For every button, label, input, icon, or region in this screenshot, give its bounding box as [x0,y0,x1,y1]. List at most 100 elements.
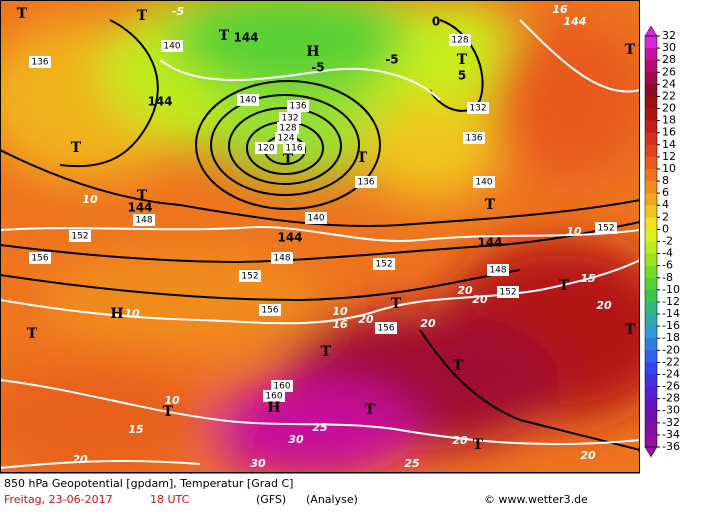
height-label: -5 [385,53,398,67]
temperature-label: 20 [72,453,88,466]
temperature-label: 25 [312,421,328,434]
height-label: 124 [277,134,294,144]
footer-date: Freitag, 23-06-2017 [4,493,113,506]
height-label: 148 [135,216,152,226]
height-label: 148 [489,266,506,276]
pressure-centre: T [391,296,402,312]
pressure-centre: T [453,358,464,374]
pressure-centre: H [306,44,319,60]
pressure-centre: T [625,42,636,58]
footer-run: (Analyse) [306,493,358,506]
pressure-centre: T [283,152,294,168]
height-label: 120 [257,144,274,154]
height-label: 152 [597,224,614,234]
colorbar-tick-label: 0 [662,222,669,235]
label-box [305,212,327,224]
label-box [277,122,299,134]
colorbar-band [645,144,657,158]
colorbar-band [645,217,657,230]
label-box [29,56,51,68]
colorbar-band [645,289,657,303]
height-label: 152 [241,272,258,282]
colorbar-band [645,36,657,49]
geopotential-contours [0,19,640,451]
colorbar-band [645,60,657,73]
colorbar-band [645,84,657,97]
label-box [497,286,519,298]
colorbar-band [645,301,657,315]
label-box [161,40,183,52]
height-label: 140 [163,42,180,52]
height-label: 140 [307,214,324,224]
height-label: 152 [375,260,392,270]
height-label: 136 [289,102,306,112]
height-label: 144 [147,95,172,109]
pressure-centre: T [137,8,148,24]
pressure-centre: H [267,400,280,416]
label-box [283,142,305,154]
colorbar-band [645,386,657,400]
colorbar-tick-label: -4 [662,247,673,260]
colorbar-top-arrow [644,25,658,37]
colorbar-band [645,410,657,424]
colorbar-band [645,326,657,339]
colorbar-tick-label: 28 [662,53,676,66]
colorbar-tick-label: -18 [662,331,680,344]
colorbar-band [645,96,657,110]
pressure-centre: T [473,437,484,453]
pressure-centre: T [219,28,230,44]
label-box [69,230,91,242]
label-box [595,222,617,234]
label-box [263,390,285,402]
colorbar-tick-label: -2 [662,235,673,248]
temperature-label: 16 [332,318,348,331]
label-box [133,214,155,226]
footer-model: (GFS) [256,493,286,506]
height-label: 152 [499,288,516,298]
colorbar-band [645,181,657,194]
colorbar-tick-label: -34 [662,428,680,441]
pressure-centre: T [559,278,570,294]
colorbar-tick-label: 20 [662,102,676,115]
colorbar-tick-label: 32 [662,29,676,42]
colorbar-band [645,362,657,375]
height-label: 156 [261,306,278,316]
colorbar-band [645,422,657,436]
temperature-label: 15 [580,272,596,285]
label-box [463,132,485,144]
label-box [237,94,259,106]
colorbar-tick-label: -20 [662,343,680,356]
temperature-label: -5 [172,5,185,18]
label-box [275,132,297,144]
colorbar-band [645,374,657,388]
label-box [279,112,301,124]
height-label: 156 [377,324,394,334]
colorbar-band [645,120,657,134]
temperature-label: 30 [288,433,304,446]
colorbar-tick-label: 18 [662,114,676,127]
label-box [467,102,489,114]
label-box [473,176,495,188]
pressure-centre: T [137,188,148,204]
colorbar-tick-label: -16 [662,319,680,332]
colorbar-tick-label: 12 [662,150,676,163]
temperature-label: 20 [452,434,468,447]
temperature-contours [0,19,640,469]
pressure-centre: H [110,306,123,322]
pressure-centre: T [71,140,82,156]
height-label: 128 [279,124,296,134]
map [0,0,640,472]
colorbar-band [645,193,657,206]
temperature-label: 20 [596,299,612,312]
label-box [271,380,293,392]
colorbar-tick-label: 30 [662,41,676,54]
temperature-label: 144 [564,15,587,28]
height-label: 160 [265,392,282,402]
footer-time: 18 UTC [150,493,190,506]
colorbar-tick-label: -26 [662,380,680,393]
colorbar-band [645,72,657,85]
label-box [271,252,293,264]
temperature-label: 20 [580,449,596,462]
colorbar-band [645,108,657,122]
temperature-label: 10 [82,193,98,206]
